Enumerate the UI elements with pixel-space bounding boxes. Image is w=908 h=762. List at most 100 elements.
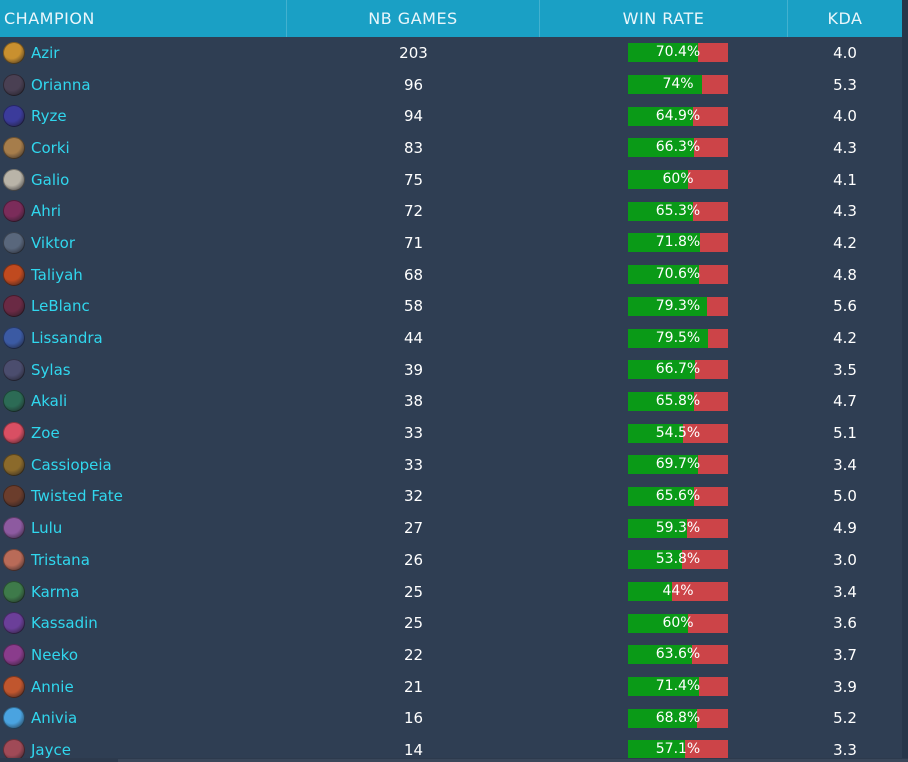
winrate-bar: 74% <box>628 75 728 95</box>
champion-cell: Cassiopeia <box>0 449 287 481</box>
champion-link[interactable]: Lulu <box>31 519 63 538</box>
champion-link[interactable]: Ahri <box>31 202 62 221</box>
sylas-icon <box>3 358 25 381</box>
champion-link[interactable]: Sylas <box>31 360 71 379</box>
champion-link[interactable]: Viktor <box>31 233 76 252</box>
games-cell: 25 <box>403 582 424 601</box>
table-row: Sylas 39 66.7% 3.5 <box>0 354 902 386</box>
kda-cell: 4.7 <box>833 392 857 411</box>
champion-link[interactable]: Jayce <box>31 740 71 759</box>
lulu-icon <box>3 517 25 540</box>
winrate-label: 65.8% <box>655 392 701 409</box>
champion-link[interactable]: Tristana <box>31 550 90 569</box>
winrate-bar-fill <box>628 233 700 253</box>
winrate-label: 64.9% <box>655 107 701 124</box>
winrate-cell: 59.3% <box>540 512 788 544</box>
lissandra-icon <box>3 327 25 350</box>
winrate-bar: 65.6% <box>628 486 728 506</box>
cassiopeia-icon <box>3 453 25 476</box>
winrate-bar: 57.1% <box>628 740 728 760</box>
kda-cell: 3.4 <box>833 582 857 601</box>
header-winrate[interactable]: WIN RATE <box>540 0 788 37</box>
games-cell: 38 <box>403 392 424 411</box>
header-kda[interactable]: KDA <box>827 9 863 28</box>
table-row: Twisted Fate 32 65.6% 5.0 <box>0 481 902 513</box>
champion-link[interactable]: Azir <box>31 43 60 62</box>
champion-link[interactable]: Akali <box>31 392 68 411</box>
viktor-icon <box>3 231 25 254</box>
games-cell: 14 <box>403 740 424 759</box>
champion-cell: Tristana <box>0 544 287 576</box>
kda-cell: 5.2 <box>833 709 857 728</box>
winrate-label: 53.8% <box>655 551 701 568</box>
winrate-label: 69.7% <box>655 456 701 473</box>
games-cell: 44 <box>403 329 424 348</box>
akali-icon <box>3 390 25 413</box>
games-cell: 33 <box>403 455 424 474</box>
champion-cell: Orianna <box>0 69 287 101</box>
kda-cell: 5.6 <box>833 297 857 316</box>
games-cell: 26 <box>403 550 424 569</box>
champion-link[interactable]: Zoe <box>31 424 60 443</box>
champion-link[interactable]: Anivia <box>31 709 78 728</box>
kda-cell: 3.4 <box>833 455 857 474</box>
champion-link[interactable]: Lissandra <box>31 329 103 348</box>
champion-cell: Anivia <box>0 702 287 734</box>
header-games[interactable]: NB GAMES <box>287 0 540 37</box>
champion-link[interactable]: Karma <box>31 582 80 601</box>
table-row: Annie 21 71.4% 3.9 <box>0 671 902 703</box>
winrate-bar-fill <box>628 138 695 158</box>
neeko-icon <box>3 643 25 666</box>
champion-link[interactable]: Neeko <box>31 645 79 664</box>
winrate-cell: 65.6% <box>540 481 788 513</box>
games-cell: 39 <box>403 360 424 379</box>
horizontal-scrollbar-thumb[interactable] <box>118 759 908 762</box>
champion-cell: LeBlanc <box>0 291 287 323</box>
vertical-scrollbar[interactable] <box>902 0 908 762</box>
winrate-label: 79.3% <box>655 297 701 314</box>
header-champion[interactable]: CHAMPION <box>0 0 287 37</box>
winrate-label: 71.4% <box>655 678 701 695</box>
champion-link[interactable]: Twisted Fate <box>31 487 123 506</box>
kda-cell: 3.3 <box>833 740 857 759</box>
winrate-bar: 68.8% <box>628 708 728 728</box>
games-cell: 203 <box>399 43 428 62</box>
winrate-label: 79.5% <box>655 329 701 346</box>
winrate-bar: 70.6% <box>628 265 728 285</box>
champion-link[interactable]: Kassadin <box>31 614 98 633</box>
champion-link[interactable]: Cassiopeia <box>31 455 112 474</box>
winrate-cell: 54.5% <box>540 417 788 449</box>
winrate-bar: 69.7% <box>628 455 728 475</box>
winrate-label: 71.8% <box>655 234 701 251</box>
winrate-bar-fill <box>628 582 672 602</box>
champion-link[interactable]: Annie <box>31 677 74 696</box>
winrate-bar-fill <box>628 75 702 95</box>
champion-link[interactable]: Taliyah <box>31 265 83 284</box>
kda-cell: 4.0 <box>833 107 857 126</box>
winrate-bar: 64.9% <box>628 106 728 126</box>
winrate-label: 70.6% <box>655 266 701 283</box>
winrate-bar: 65.3% <box>628 201 728 221</box>
kda-cell: 4.3 <box>833 138 857 157</box>
champion-cell: Lissandra <box>0 322 287 354</box>
winrate-label: 66.7% <box>655 361 701 378</box>
winrate-cell: 69.7% <box>540 449 788 481</box>
champion-cell: Twisted Fate <box>0 481 287 513</box>
champion-link[interactable]: Corki <box>31 138 70 157</box>
champion-cell: Taliyah <box>0 259 287 291</box>
champion-link[interactable]: Orianna <box>31 75 91 94</box>
table-row: Akali 38 65.8% 4.7 <box>0 386 902 418</box>
winrate-label: 65.6% <box>655 487 701 504</box>
champion-link[interactable]: Ryze <box>31 107 67 126</box>
games-cell: 25 <box>403 614 424 633</box>
champion-link[interactable]: Galio <box>31 170 70 189</box>
champion-link[interactable]: LeBlanc <box>31 297 90 316</box>
champion-cell: Sylas <box>0 354 287 386</box>
champion-cell: Karma <box>0 576 287 608</box>
winrate-bar: 71.8% <box>628 233 728 253</box>
winrate-bar-fill <box>628 296 708 316</box>
jayce-icon <box>3 738 25 761</box>
games-cell: 94 <box>403 107 424 126</box>
